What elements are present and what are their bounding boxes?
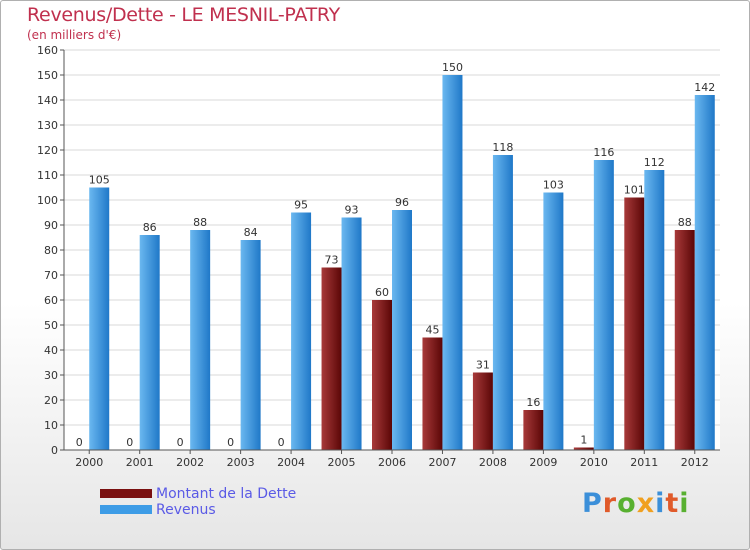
value-label-dette-2009: 16 xyxy=(526,396,540,409)
value-label-revenus-2005: 93 xyxy=(345,204,359,217)
x-tick-label: 2007 xyxy=(428,456,456,469)
y-tick-label: 120 xyxy=(37,144,58,157)
y-tick-label: 130 xyxy=(37,119,58,132)
legend-swatch-revenus xyxy=(100,505,152,514)
bar-revenus-2007 xyxy=(442,75,463,450)
value-label-revenus-2002: 88 xyxy=(193,216,207,229)
bar-dette-2011 xyxy=(624,197,645,450)
chart-title: Revenus/Dette - LE MESNIL-PATRY xyxy=(27,4,340,26)
value-label-dette-2001: 0 xyxy=(126,436,133,449)
bar-revenus-2010 xyxy=(593,160,614,450)
bar-revenus-2006 xyxy=(392,210,412,450)
logo-letter: r xyxy=(602,488,618,519)
x-tick-label: 2008 xyxy=(479,456,507,469)
value-label-revenus-2009: 103 xyxy=(543,179,564,192)
bar-dette-2009 xyxy=(523,410,544,450)
value-label-revenus-2004: 95 xyxy=(294,199,308,212)
logo-letter: i xyxy=(679,488,690,519)
bar-revenus-2005 xyxy=(341,217,362,450)
x-tick-label: 2006 xyxy=(378,456,406,469)
bar-revenus-2000 xyxy=(89,187,110,450)
x-tick-label: 2010 xyxy=(580,456,608,469)
y-tick-label: 110 xyxy=(37,169,58,182)
y-tick-label: 50 xyxy=(44,319,58,332)
bar-dette-2010 xyxy=(573,447,594,450)
y-tick-label: 0 xyxy=(51,444,58,457)
bar-dette-2005 xyxy=(321,267,342,450)
value-label-dette-2012: 88 xyxy=(678,216,692,229)
value-label-dette-2004: 0 xyxy=(278,436,285,449)
logo-letter: o xyxy=(617,488,637,519)
value-label-dette-2011: 101 xyxy=(624,184,645,197)
proxiti-logo: Proxiti xyxy=(582,488,690,519)
bar-revenus-2012 xyxy=(694,95,715,450)
y-tick-label: 140 xyxy=(37,94,58,107)
bar-dette-2006 xyxy=(372,300,392,450)
x-tick-label: 2003 xyxy=(227,456,255,469)
bar-layer xyxy=(89,75,715,450)
y-tick-label: 70 xyxy=(44,269,58,282)
bar-revenus-2001 xyxy=(139,235,160,450)
x-tick-label: 2001 xyxy=(126,456,154,469)
value-label-revenus-2008: 118 xyxy=(492,141,513,154)
legend-label-revenus: Revenus xyxy=(156,502,216,518)
value-label-revenus-2011: 112 xyxy=(644,156,665,169)
logo-letter: x xyxy=(636,488,656,519)
y-tick-label: 90 xyxy=(44,219,58,232)
y-tick-label: 160 xyxy=(37,44,58,57)
logo-letter: t xyxy=(665,488,680,519)
bar-revenus-2009 xyxy=(543,192,564,450)
label-layer: 0 105 0 86 0 88 0 84 0 95 73 93 60 96 45 150 31 118 16 103 1… xyxy=(76,61,716,449)
value-label-dette-2010: 1 xyxy=(580,434,587,447)
x-tick-label: 2012 xyxy=(681,456,709,469)
y-tick-label: 30 xyxy=(44,369,58,382)
value-label-revenus-2012: 142 xyxy=(694,81,715,94)
logo-letter: i xyxy=(655,488,666,519)
y-tick-label: 100 xyxy=(37,194,58,207)
x-tick-label: 2000 xyxy=(75,456,103,469)
value-label-revenus-2003: 84 xyxy=(244,226,258,239)
value-label-revenus-2007: 150 xyxy=(442,61,463,74)
legend-label-dette: Montant de la Dette xyxy=(156,486,297,502)
value-label-dette-2007: 45 xyxy=(425,324,439,337)
y-tick-label: 60 xyxy=(44,294,58,307)
y-tick-label: 80 xyxy=(44,244,58,257)
x-tick-label: 2004 xyxy=(277,456,305,469)
value-label-revenus-2006: 96 xyxy=(395,196,409,209)
x-tick-label: 2002 xyxy=(176,456,204,469)
bar-dette-2008 xyxy=(472,372,493,450)
x-tick-label: 2011 xyxy=(630,456,658,469)
value-label-dette-2006: 60 xyxy=(375,286,389,299)
y-tick-label: 40 xyxy=(44,344,58,357)
y-tick-label: 10 xyxy=(44,419,58,432)
x-tick-label: 2009 xyxy=(529,456,557,469)
legend-swatch-dette xyxy=(100,489,152,498)
bar-dette-2012 xyxy=(674,230,695,450)
logo-letter: P xyxy=(582,488,603,519)
value-label-dette-2005: 73 xyxy=(325,254,339,267)
value-label-dette-2003: 0 xyxy=(227,436,234,449)
bar-revenus-2003 xyxy=(240,240,261,450)
value-label-revenus-2000: 105 xyxy=(89,174,110,187)
value-label-dette-2002: 0 xyxy=(177,436,184,449)
bar-revenus-2011 xyxy=(644,170,665,450)
value-label-dette-2008: 31 xyxy=(476,359,490,372)
x-tick-label: 2005 xyxy=(328,456,356,469)
y-tick-label: 20 xyxy=(44,394,58,407)
bar-revenus-2002 xyxy=(190,230,211,450)
bar-revenus-2004 xyxy=(291,212,312,450)
chart-subtitle: (en milliers d'€) xyxy=(27,28,122,42)
bar-revenus-2008 xyxy=(492,155,513,450)
value-label-revenus-2010: 116 xyxy=(593,146,614,159)
y-tick-label: 150 xyxy=(37,69,58,82)
axis-layer: 0102030405060708090100110120130140150160… xyxy=(37,44,720,469)
value-label-revenus-2001: 86 xyxy=(143,221,157,234)
bar-dette-2007 xyxy=(422,337,443,450)
value-label-dette-2000: 0 xyxy=(76,436,83,449)
